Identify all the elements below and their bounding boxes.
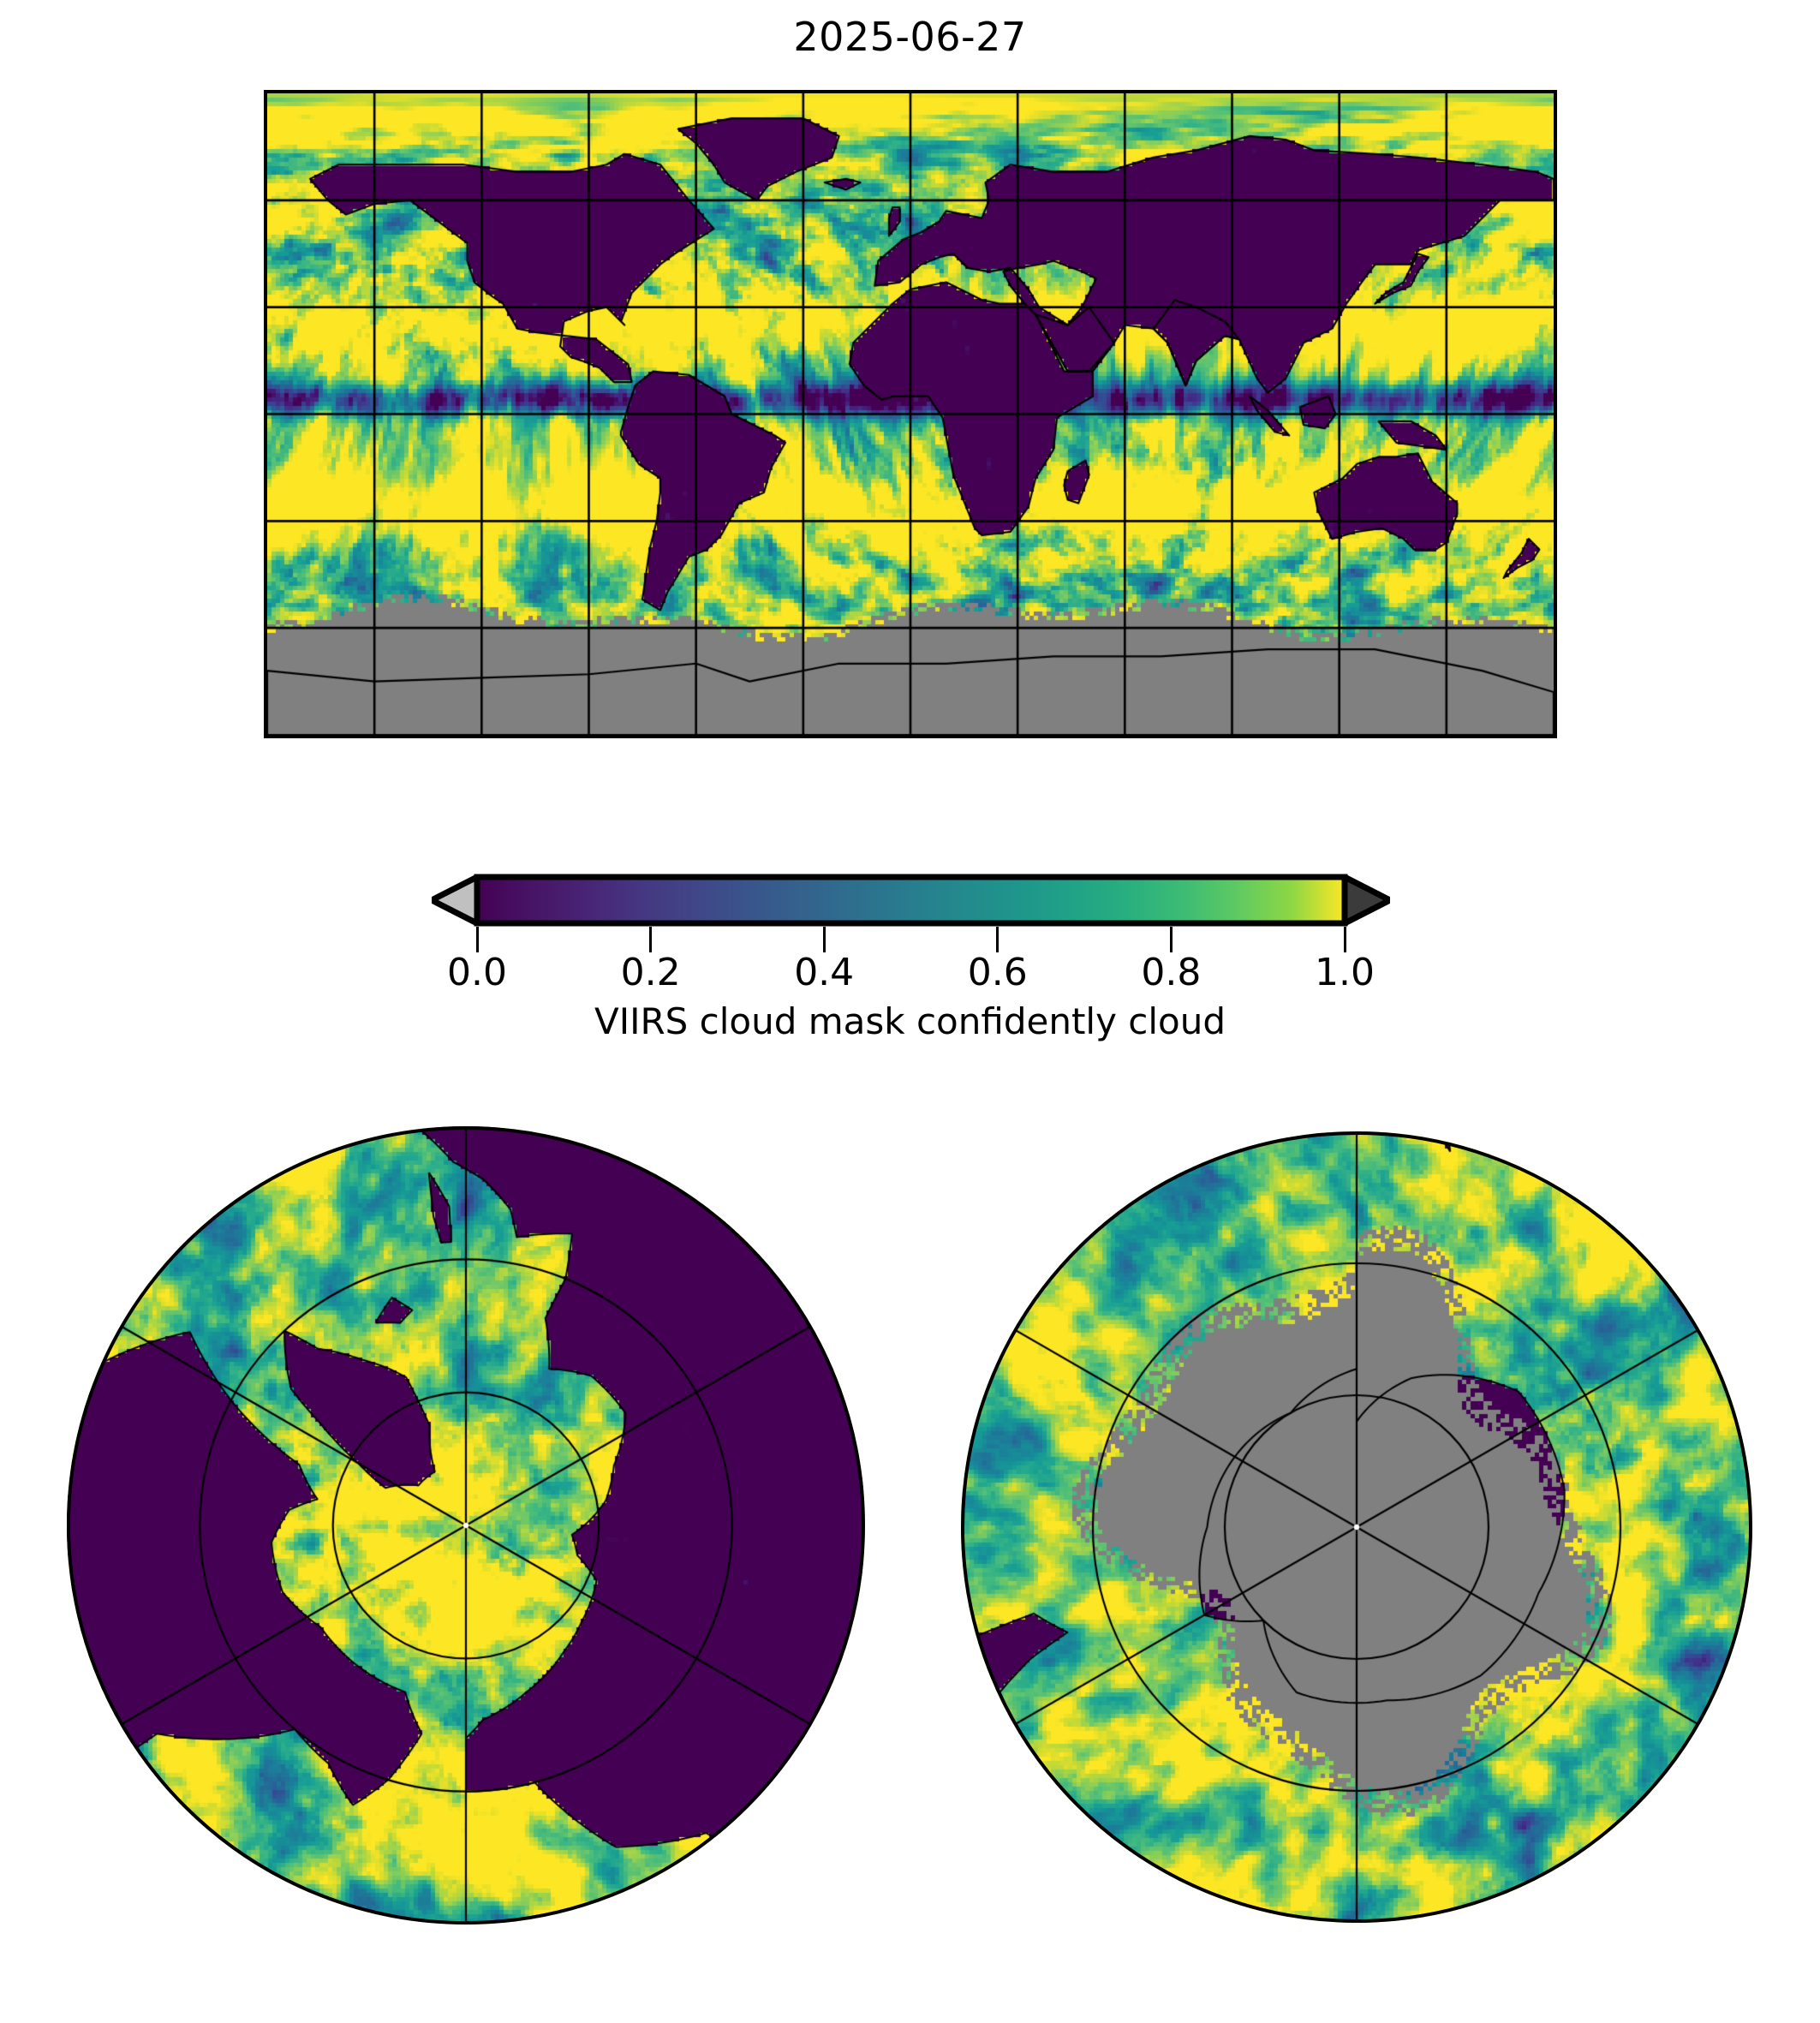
colorbar-tick	[1169, 927, 1173, 952]
page-title: 2025-06-27	[793, 14, 1027, 60]
colorbar-tick-labels: 0.0 0.2 0.4 0.6 0.8 1.0	[0, 951, 1820, 999]
colorbar: 0.0 0.2 0.4 0.6 0.8 1.0 VIIRS cloud mask conf…	[0, 865, 1820, 1045]
colorbar-tick	[1343, 927, 1346, 952]
global-map-canvas	[267, 93, 1554, 735]
colorbar-tick	[822, 927, 826, 952]
colorbar-tick-label: 0.8	[1141, 951, 1202, 994]
colorbar-ticks	[0, 927, 1820, 956]
south-polar-disc	[961, 1131, 1752, 1923]
colorbar-tick-label: 1.0	[1315, 951, 1375, 994]
colorbar-gradient	[432, 874, 1390, 927]
colorbar-tick-label: 0.4	[794, 951, 855, 994]
colorbar-tick	[996, 927, 1000, 952]
south-polar-canvas	[961, 1131, 1752, 1923]
north-polar-disc	[67, 1126, 865, 1925]
south-polar-stereographic-map	[961, 1131, 1752, 1923]
colorbar-tick-label: 0.0	[447, 951, 507, 994]
colorbar-axis-label: VIIRS cloud mask confidently cloud	[594, 1000, 1226, 1042]
north-polar-canvas	[67, 1126, 865, 1925]
global-equirectangular-map	[264, 90, 1557, 738]
colorbar-tick	[649, 927, 653, 952]
colorbar-tick	[475, 927, 479, 952]
colorbar-tick-label: 0.2	[620, 951, 681, 994]
north-polar-stereographic-map	[67, 1126, 865, 1925]
colorbar-tick-label: 0.6	[967, 951, 1028, 994]
